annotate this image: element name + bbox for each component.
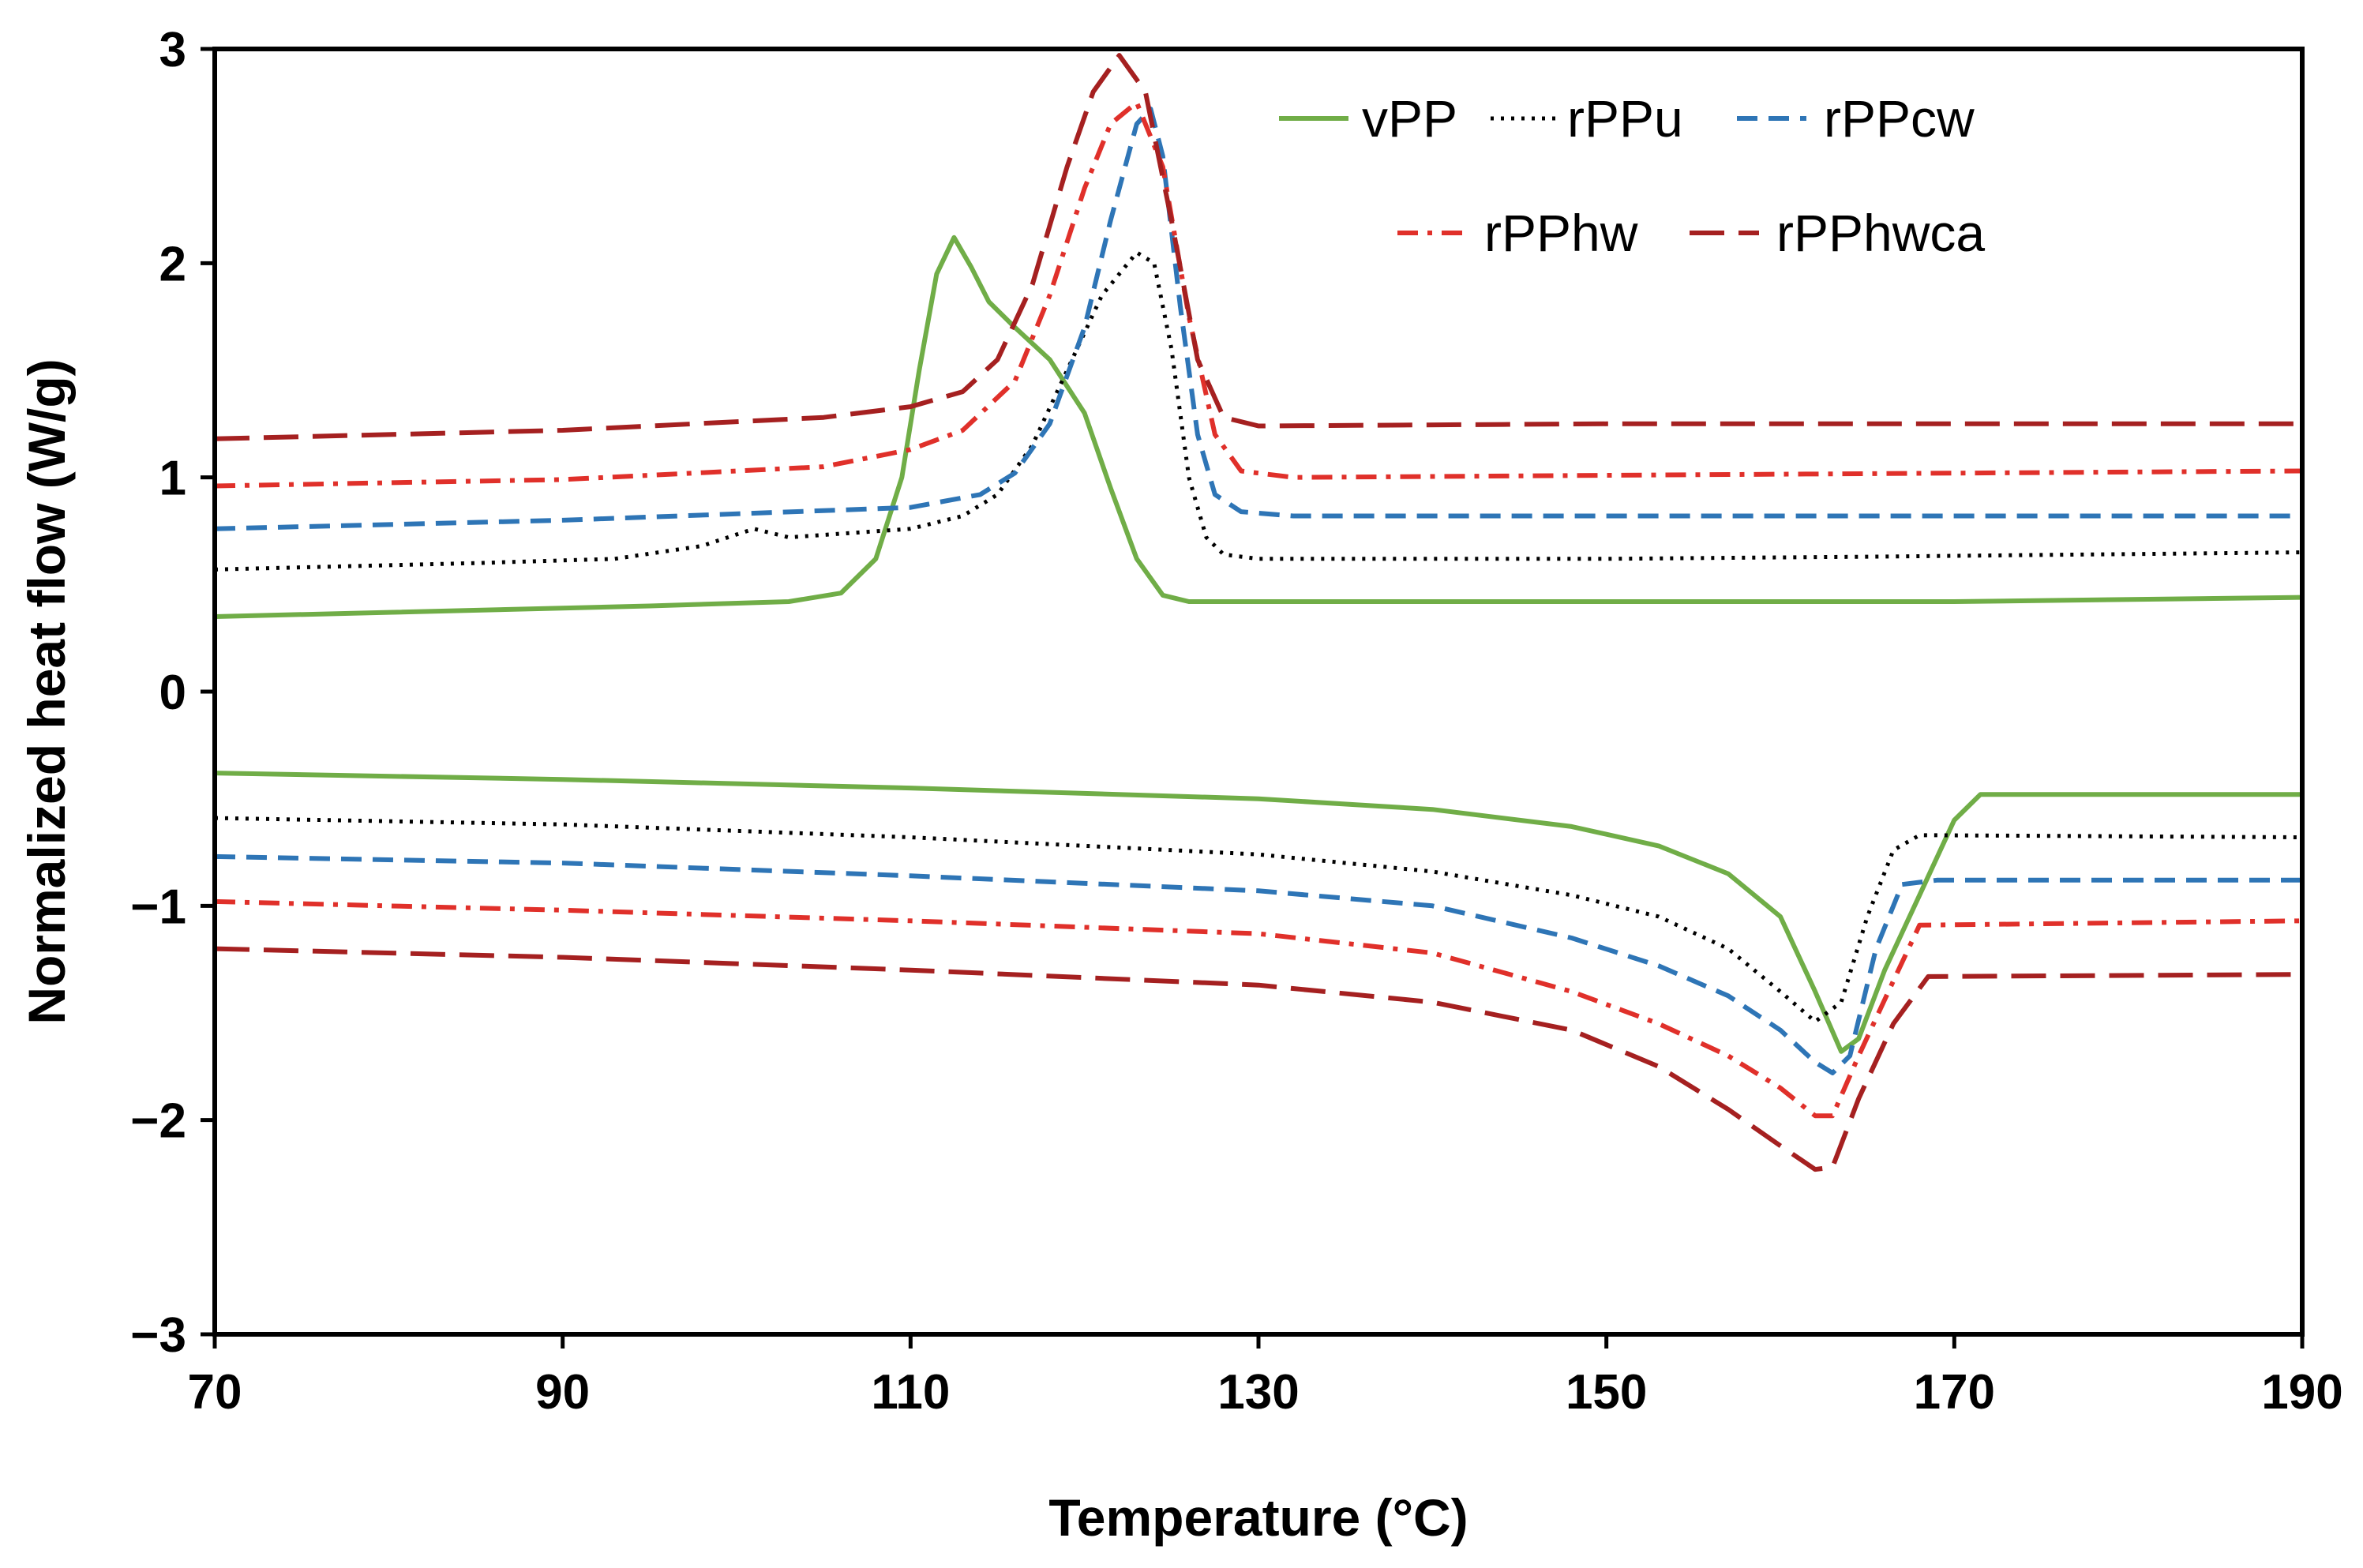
x-tick-label: 90 [535,1365,590,1420]
y-tick-label: −1 [130,880,186,934]
legend: vPP rPPu rPPcw rPPhw rPPhwca [1279,89,1985,262]
y-tick-label: −3 [130,1308,186,1363]
legend-label-rPPhwca: rPPhwca [1776,204,1985,262]
y-tick-label: 2 [159,237,186,291]
x-tick-label: 190 [2261,1365,2342,1420]
y-tick-label: 3 [159,23,186,77]
y-tick-label: 0 [159,666,186,720]
y-tick-label: 1 [159,452,186,506]
legend-label-rPPhw: rPPhw [1484,204,1638,262]
series-rPPhw-cooling-curve [214,99,2303,489]
x-tick-label: 110 [871,1365,950,1420]
series-rPPhwca-heating-curve [214,946,2303,1172]
series-rPPu-cooling-curve [214,250,2303,572]
x-tick-label: 70 [188,1365,242,1420]
x-tick-label: 170 [1914,1365,1995,1420]
x-tick-label: 130 [1217,1365,1299,1420]
y-tick-label: −2 [130,1094,186,1149]
curves-layer [214,53,2303,1172]
series-vPP-cooling-curve [214,234,2303,619]
legend-label-rPPu: rPPu [1567,89,1683,148]
legend-label-rPPcw: rPPcw [1824,89,1975,148]
y-axis-title: Normalized heat flow (W/g) [17,358,76,1024]
series-rPPhwca-cooling-curve [214,53,2302,441]
x-tick-label: 150 [1566,1365,1647,1420]
series-rPPcw-cooling-curve [214,107,2302,531]
series-rPPhw-heating-curve [214,898,2303,1119]
series-vPP-heating-curve [214,771,2302,1054]
plot-area-border [212,47,2305,1337]
legend-label-vPP: vPP [1362,89,1457,148]
x-axis-title: Temperature (°C) [1048,1488,1468,1547]
series-rPPu-heating-curve [214,816,2303,1024]
ticks-layer: 70 90 110 130 150 170 190 −3 −2 −1 0 1 2 3 [130,23,2342,1420]
series-rPPcw-heating-curve [214,853,2302,1075]
